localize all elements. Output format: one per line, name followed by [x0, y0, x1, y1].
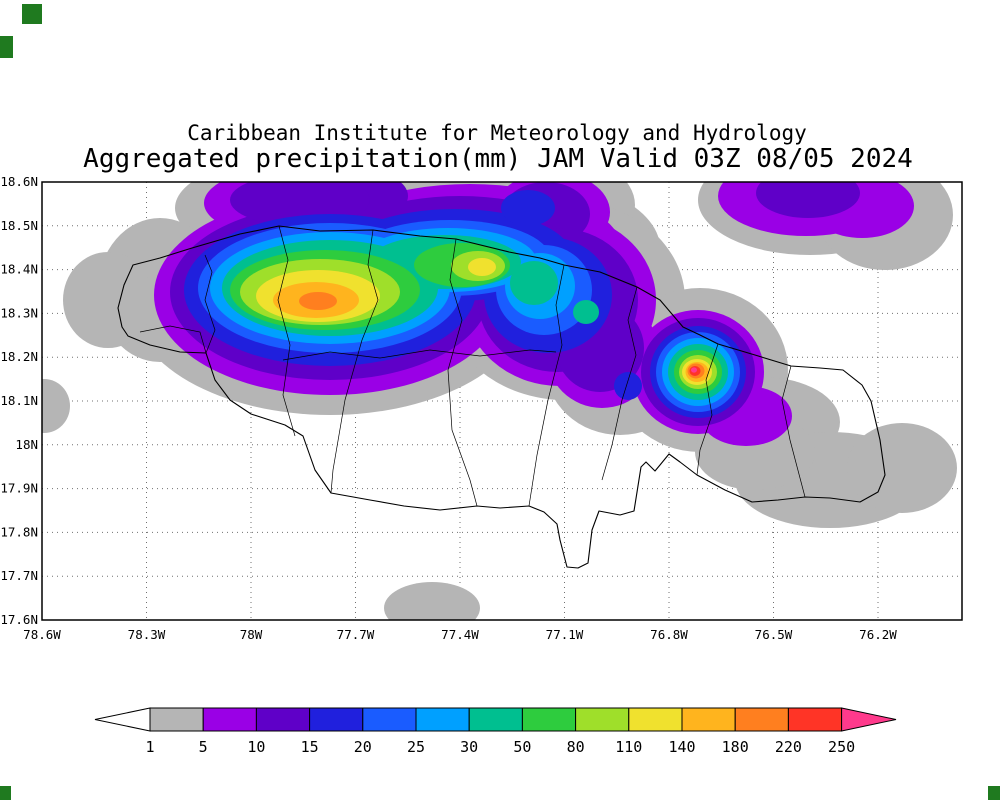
contour-blob [501, 190, 555, 226]
x-tick-label: 78W [240, 627, 263, 642]
colorbar-label: 10 [247, 738, 265, 756]
precipitation-contours [42, 182, 957, 620]
y-tick-label: 17.7N [0, 568, 38, 583]
x-tick-label: 77.1W [546, 627, 584, 642]
y-tick-label: 18.5N [0, 218, 38, 233]
contour-blob [299, 292, 337, 310]
contour-blob [63, 252, 153, 348]
parish-boundary [277, 225, 296, 437]
parish-boundary [781, 365, 806, 498]
y-tick-label: 18.2N [0, 349, 38, 364]
plot-title: Aggregated precipitation(mm) JAM Valid 0… [83, 144, 913, 174]
x-tick-label: 76.2W [859, 627, 897, 642]
colorbar-label: 220 [775, 738, 802, 756]
colorbar-segment [202, 707, 257, 732]
colorbar-label: 1 [145, 738, 154, 756]
colorbar-segment [734, 707, 789, 732]
colorbar-segment [681, 707, 736, 732]
coastline [117, 225, 886, 569]
contour-blob [614, 372, 642, 400]
x-axis-labels: 78.6W 78.3W 78W 77.7W 77.4W 77.1W 76.8W … [23, 627, 897, 642]
colorbar-segment [468, 707, 523, 732]
y-tick-label: 18.3N [0, 305, 38, 320]
colorbar-label: 110 [615, 738, 642, 756]
contour-blob [510, 261, 558, 305]
y-tick-label: 18N [15, 437, 38, 452]
contour-blob [691, 367, 697, 373]
jamaica-coast-outline [117, 225, 886, 569]
colorbar-segment [362, 707, 417, 732]
colorbar-label: 50 [513, 738, 531, 756]
y-tick-label: 18.1N [0, 393, 38, 408]
colorbar-label: 5 [199, 738, 208, 756]
colorbar-label: 15 [301, 738, 319, 756]
contour-blob [756, 182, 860, 218]
colorbar-label: 180 [722, 738, 749, 756]
colorbar-label: 30 [460, 738, 478, 756]
colorbar-left-arrow [94, 707, 151, 732]
colorbar [94, 707, 897, 732]
colorbar-right-arrow [841, 707, 897, 732]
y-tick-label: 18.6N [0, 174, 38, 189]
parish-boundary [447, 238, 478, 507]
colorbar-label: 25 [407, 738, 425, 756]
corner-marker-bottom-left [0, 786, 11, 800]
y-axis-labels: 18.6N 18.5N 18.4N 18.3N 18.2N 18.1N 18N … [0, 174, 38, 627]
y-tick-label: 17.6N [0, 612, 38, 627]
corner-marker-bottom-right [988, 786, 1000, 800]
colorbar-segment [575, 707, 630, 732]
colorbar-segment [628, 707, 683, 732]
contour-blob [847, 423, 957, 513]
titles: Caribbean Institute for Meteorology and … [83, 121, 913, 174]
colorbar-label: 80 [567, 738, 585, 756]
y-tick-label: 17.8N [0, 524, 38, 539]
contour-blob [384, 582, 480, 620]
contour-layer-gt-250mm [691, 367, 697, 373]
colorbar-segment [309, 707, 364, 732]
x-tick-label: 77.7W [337, 627, 375, 642]
colorbar-segment [787, 707, 843, 732]
x-tick-label: 76.8W [650, 627, 688, 642]
institution-title: Caribbean Institute for Meteorology and … [187, 121, 807, 145]
corner-marker-top-left-1 [22, 4, 42, 24]
corner-markers [0, 4, 1000, 800]
parish-boundary [282, 349, 557, 361]
colorbar-segment [255, 707, 311, 732]
corner-marker-top-left-2 [0, 36, 13, 58]
contour-blob [573, 300, 599, 324]
parish-boundary [696, 343, 719, 476]
contour-blob [468, 258, 496, 276]
parish-boundary [528, 264, 565, 507]
colorbar-segment [149, 707, 204, 732]
colorbar-label: 250 [828, 738, 855, 756]
x-tick-label: 78.6W [23, 627, 61, 642]
parish-boundary [330, 229, 379, 494]
parish-boundary [139, 325, 207, 354]
parish-boundaries [139, 225, 806, 507]
x-tick-label: 78.3W [128, 627, 166, 642]
map-border [41, 181, 963, 621]
y-tick-label: 18.4N [0, 262, 38, 277]
contour-blob [42, 379, 70, 433]
colorbar-segment [415, 707, 470, 732]
parish-boundary [204, 254, 216, 354]
colorbar-label: 140 [668, 738, 695, 756]
x-tick-label: 77.4W [441, 627, 479, 642]
x-tick-label: 76.5W [755, 627, 793, 642]
parish-boundary [601, 286, 638, 481]
colorbar-label: 20 [354, 738, 372, 756]
y-tick-label: 17.9N [0, 481, 38, 496]
colorbar-segment [521, 707, 577, 732]
colorbar-labels: 1 5 10 15 20 25 30 50 80 110 140 180 220… [145, 738, 855, 756]
